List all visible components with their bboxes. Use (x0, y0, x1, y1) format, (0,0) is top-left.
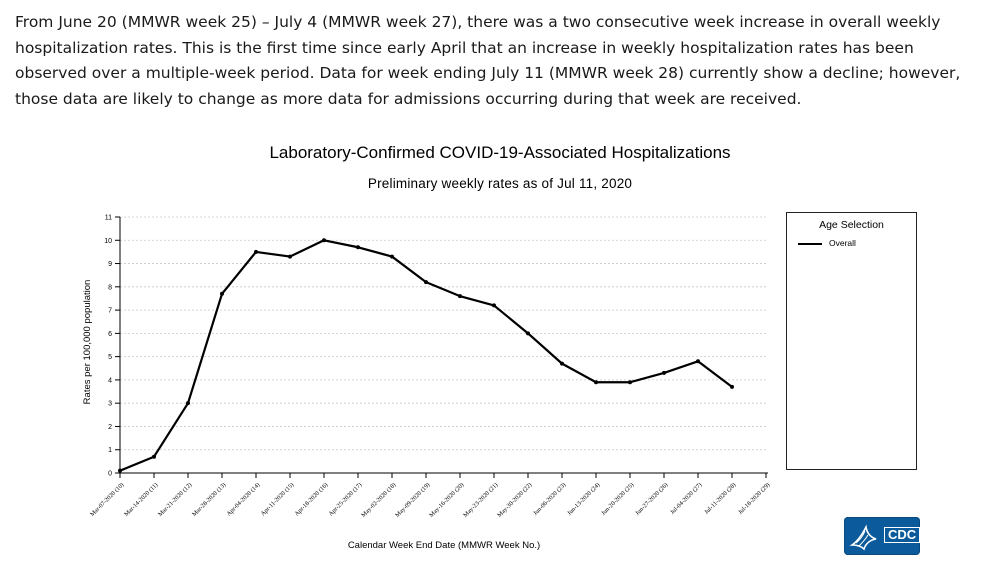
x-tick-label: Apr-11-2020 (15) (259, 481, 295, 517)
x-tick-label: May-16-2020 (20) (428, 481, 465, 518)
x-tick-label: Apr-25-2020 (17) (327, 481, 363, 517)
y-tick-label: 0 (108, 471, 112, 478)
data-point (662, 370, 666, 375)
y-tick-label: 1 (108, 447, 112, 454)
x-tick-label: May-02-2020 (18) (360, 481, 397, 518)
chart-title: Laboratory-Confirmed COVID-19-Associated… (269, 143, 731, 162)
data-point (254, 249, 258, 254)
legend-line-swatch (798, 243, 822, 245)
grid-lines (120, 216, 768, 474)
legend: Age Selection Overall (786, 212, 917, 470)
data-point (322, 238, 326, 243)
x-tick-label: Jun-13-2020 (24) (566, 481, 601, 516)
data-point (424, 280, 428, 285)
data-point (560, 361, 564, 366)
y-tick-label: 7 (108, 308, 112, 315)
y-tick-label: 9 (108, 261, 112, 268)
data-point (356, 245, 360, 250)
x-axis: Mar-07-2020 (10)Mar-14-2020 (11)Mar-21-2… (89, 472, 771, 519)
x-tick-label: Jun-20-2020 (25) (600, 481, 635, 516)
y-tick-label: 8 (108, 284, 112, 291)
data-point (390, 254, 394, 259)
y-tick-label: 3 (108, 401, 112, 408)
x-tick-label: Mar-14-2020 (11) (123, 481, 159, 517)
data-point (526, 331, 530, 336)
data-point (220, 291, 224, 296)
data-point (458, 294, 462, 299)
y-tick-label: 10 (104, 238, 112, 245)
intro-paragraph: From June 20 (MMWR week 25) – July 4 (MM… (15, 13, 961, 108)
x-tick-label: Jun-06-2020 (23) (532, 481, 567, 516)
cdc-logo-text: CDC (884, 527, 921, 543)
legend-title: Age Selection (819, 219, 884, 231)
y-axis: 0 1 2 3 4 5 6 7 8 9 10 11 (104, 215, 121, 478)
x-axis-label: Calendar Week End Date (MMWR Week No.) (348, 540, 540, 551)
y-axis-label: Rates per 100,000 population (82, 280, 93, 405)
data-point (696, 359, 700, 364)
y-tick-label: 11 (105, 215, 112, 222)
x-tick-label: Mar-21-2020 (12) (157, 481, 194, 518)
x-tick-label: Jul-18-2020 (29) (737, 481, 771, 515)
cdc-logo[interactable]: CDC (844, 517, 921, 555)
hhs-eagle-icon (849, 524, 877, 551)
data-point (288, 254, 292, 259)
x-tick-label: Mar-07-2020 (10) (89, 481, 126, 518)
data-point (118, 468, 122, 473)
x-tick-label: Apr-18-2020 (16) (293, 481, 329, 517)
data-point (628, 380, 632, 385)
chart-subtitle: Preliminary weekly rates as of Jul 11, 2… (367, 176, 633, 191)
y-tick-label: 5 (108, 354, 112, 361)
x-tick-label: Mar-28-2020 (13) (191, 481, 228, 518)
x-tick-label: Jun-27-2020 (26) (634, 481, 669, 516)
series-overall (118, 238, 734, 473)
x-tick-label: Jul-04-2020 (27) (669, 481, 703, 515)
data-point (152, 454, 156, 459)
x-tick-label: May-30-2020 (22) (496, 481, 533, 518)
data-point (492, 303, 496, 308)
legend-item-overall[interactable]: Overall (829, 238, 856, 248)
data-point (730, 384, 734, 389)
data-point (594, 380, 598, 385)
y-tick-label: 6 (108, 331, 112, 338)
x-tick-label: May-23-2020 (21) (462, 481, 499, 518)
y-tick-label: 4 (108, 377, 112, 384)
x-tick-label: Jul-11-2020 (28) (703, 481, 737, 515)
y-tick-label: 2 (108, 424, 112, 431)
x-tick-label: Apr-04-2020 (14) (225, 481, 261, 517)
series-line-overall (119, 239, 733, 472)
data-point (186, 401, 190, 406)
x-tick-label: May-09-2020 (19) (394, 481, 431, 518)
